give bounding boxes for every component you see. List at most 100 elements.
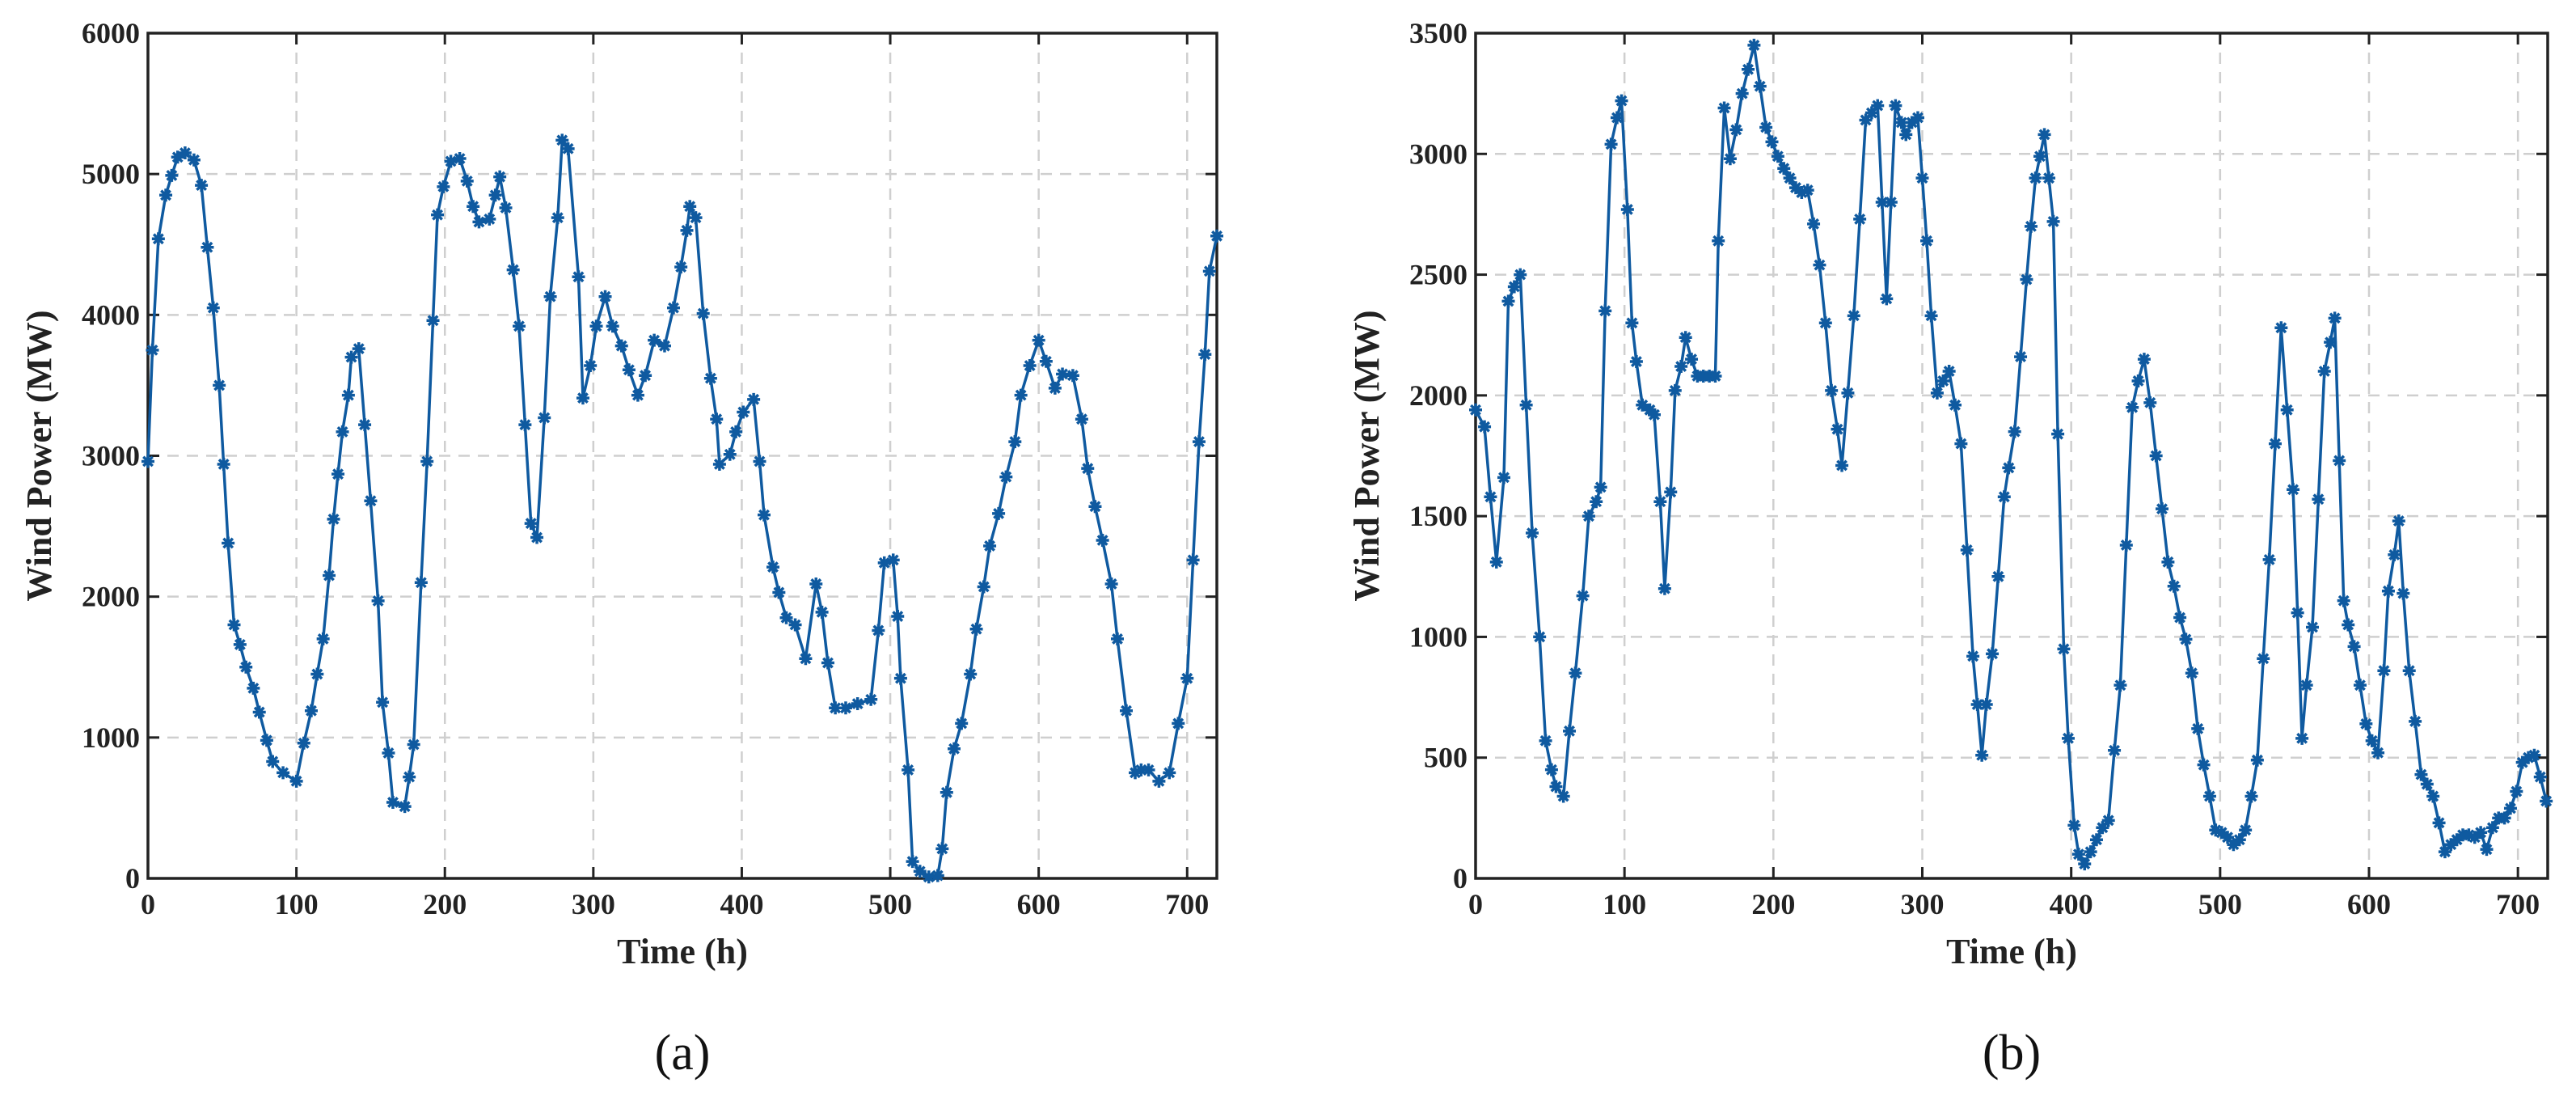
data-point xyxy=(195,179,209,192)
data-point xyxy=(260,734,273,747)
data-point xyxy=(2377,664,2391,678)
data-point xyxy=(753,455,766,468)
data-point xyxy=(2008,425,2021,438)
data-point xyxy=(1180,671,1194,685)
data-point xyxy=(407,738,420,751)
data-point xyxy=(2388,548,2401,561)
data-point xyxy=(1469,403,1482,417)
data-point xyxy=(1949,398,1962,412)
data-point xyxy=(631,388,644,402)
data-point xyxy=(2474,826,2488,840)
data-point xyxy=(1777,162,1791,176)
data-point xyxy=(983,539,997,552)
y-tick-label: 5000 xyxy=(82,158,140,190)
data-point xyxy=(316,632,330,645)
data-point xyxy=(1152,774,1166,788)
data-point xyxy=(1533,630,1547,644)
x-tick-label: 400 xyxy=(2050,888,2093,920)
data-point xyxy=(1598,304,1612,318)
data-point xyxy=(530,531,544,544)
x-tick-label: 300 xyxy=(572,888,615,920)
data-point xyxy=(358,418,372,432)
data-point xyxy=(2480,843,2494,857)
data-point xyxy=(1048,381,1062,395)
data-point xyxy=(336,425,349,438)
data-point xyxy=(2295,731,2309,745)
data-point xyxy=(2287,483,2300,497)
data-point xyxy=(703,371,717,385)
data-point xyxy=(589,319,603,333)
data-point xyxy=(657,339,671,353)
data-point xyxy=(788,618,802,632)
data-point xyxy=(1966,649,1980,663)
data-point xyxy=(913,865,927,878)
data-point xyxy=(766,561,780,574)
data-point xyxy=(935,842,949,856)
data-point xyxy=(1742,62,1755,76)
data-point xyxy=(2137,353,2151,366)
data-point xyxy=(187,153,201,167)
data-point xyxy=(1081,462,1095,476)
data-point xyxy=(977,580,990,594)
data-point xyxy=(341,388,355,402)
data-point xyxy=(1759,121,1773,134)
data-point xyxy=(1039,354,1053,368)
data-point xyxy=(2173,611,2187,624)
data-point xyxy=(2257,652,2270,666)
data-point xyxy=(821,656,834,670)
data-point xyxy=(799,652,813,666)
data-point xyxy=(1899,128,1913,142)
data-point xyxy=(1975,748,1989,762)
data-point xyxy=(2333,454,2346,468)
y-tick-label: 4000 xyxy=(82,298,140,331)
data-point xyxy=(2239,823,2253,837)
x-tick-label: 500 xyxy=(868,888,912,920)
data-point xyxy=(1581,510,1595,523)
data-point xyxy=(2337,594,2350,607)
data-point xyxy=(1643,403,1657,417)
data-point xyxy=(2185,666,2198,680)
data-point xyxy=(1478,420,1492,434)
data-point xyxy=(893,671,907,685)
data-point xyxy=(2209,823,2223,837)
data-point xyxy=(327,512,340,526)
data-point xyxy=(1497,471,1510,484)
data-point xyxy=(151,232,165,246)
data-point xyxy=(2020,273,2033,286)
data-point xyxy=(2438,845,2451,859)
data-point xyxy=(1120,704,1133,717)
x-tick-label: 200 xyxy=(423,888,467,920)
data-point xyxy=(460,174,474,188)
data-point xyxy=(2359,717,2373,730)
data-point xyxy=(1788,181,1802,195)
data-point xyxy=(344,350,358,364)
data-point xyxy=(1008,435,1022,449)
data-point xyxy=(1032,333,1045,347)
data-point xyxy=(1501,294,1515,308)
data-point xyxy=(829,701,842,715)
data-point xyxy=(420,455,434,468)
data-point xyxy=(1847,309,1860,323)
data-point xyxy=(2450,833,2464,847)
data-point xyxy=(2291,606,2304,620)
data-point xyxy=(2227,838,2240,852)
data-point xyxy=(414,576,428,590)
data-point xyxy=(886,553,900,567)
y-tick-label: 1500 xyxy=(1409,500,1467,532)
data-point xyxy=(2096,821,2109,835)
data-point xyxy=(1831,422,1844,436)
data-point xyxy=(310,667,324,681)
data-point xyxy=(1960,543,1974,556)
data-point xyxy=(2280,403,2294,417)
data-point xyxy=(2067,819,2081,832)
data-point xyxy=(851,697,864,711)
data-point xyxy=(1544,763,1558,776)
data-point xyxy=(1668,383,1682,397)
data-point xyxy=(1104,577,1118,590)
data-point xyxy=(513,319,526,333)
data-point xyxy=(2014,350,2028,364)
data-point xyxy=(2533,770,2547,784)
data-line xyxy=(1474,44,2548,867)
data-point xyxy=(1942,365,1956,378)
data-point xyxy=(1795,186,1809,200)
